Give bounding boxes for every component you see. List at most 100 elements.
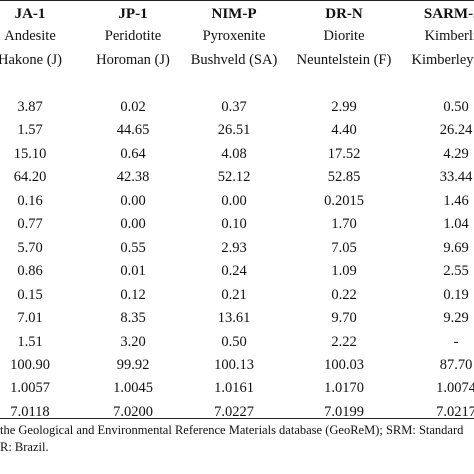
- rock-type-cell: Andesite: [4, 28, 56, 44]
- table-cell: 100.90: [10, 357, 50, 373]
- table-cell: 0.86: [17, 263, 43, 279]
- origin-cell: Horoman (J): [96, 52, 170, 68]
- footnote-line-1: the Geological and Environmental Referen…: [0, 423, 464, 437]
- table-cell: 3.20: [120, 334, 146, 350]
- table-cell: 4.08: [221, 146, 247, 162]
- header-row: JA-1 JP-1 NIM-P DR-N SARM-39: [0, 4, 474, 24]
- table-cell: 9.69: [443, 240, 469, 256]
- rock-type-row: Andesite Peridotite Pyroxenite Diorite K…: [0, 26, 474, 46]
- footnote-line-2: R: Brazil.: [0, 440, 49, 454]
- table-cell: 8.35: [120, 310, 146, 326]
- table-cell: 2.99: [331, 99, 357, 115]
- table-cell: 0.15: [17, 287, 43, 303]
- table-cell: 0.01: [120, 263, 146, 279]
- table-cell: 0.16: [17, 193, 43, 209]
- table-row: 0.15 0.12 0.21 0.22 0.19: [0, 285, 474, 305]
- table-cell: 44.65: [116, 122, 150, 138]
- table-row: 0.77 0.00 0.10 1.70 1.04: [0, 214, 474, 234]
- table-row: 100.90 99.92 100.13 100.03 87.70: [0, 355, 474, 375]
- table-cell: 4.29: [443, 146, 469, 162]
- table-cell: 7.01: [17, 310, 43, 326]
- table-cell: 1.51: [17, 334, 43, 350]
- origin-cell: Neuntelstein (F): [296, 52, 392, 68]
- header-jp-1: JP-1: [118, 6, 148, 22]
- table-cell: 0.02: [120, 99, 146, 115]
- table-cell: 52.12: [217, 169, 251, 185]
- table-cell: 0.00: [120, 216, 146, 232]
- table-cell: 0.21: [221, 287, 247, 303]
- table-cell: 0.24: [221, 263, 247, 279]
- table-cell: 1.04: [443, 216, 469, 232]
- table-cell: 0.55: [120, 240, 146, 256]
- table-cell: 5.70: [17, 240, 43, 256]
- table-cell: 3.87: [17, 99, 43, 115]
- table-cell: 87.70: [439, 357, 473, 373]
- header-ja-1: JA-1: [14, 6, 46, 22]
- table-row: 15.10 0.64 4.08 17.52 4.29: [0, 144, 474, 164]
- table-cell: 100.13: [214, 357, 254, 373]
- table-cell: 17.52: [327, 146, 361, 162]
- table-bottom-rule: [0, 418, 474, 419]
- table-row: 0.86 0.01 0.24 1.09 2.55: [0, 261, 474, 281]
- table-cell: 2.93: [221, 240, 247, 256]
- origin-cell: Bushveld (SA): [190, 52, 278, 68]
- rock-type-cell: Diorite: [323, 28, 365, 44]
- table-cell: 0.50: [443, 99, 469, 115]
- table-cell: 1.0045: [113, 380, 153, 396]
- table-cell: 0.64: [120, 146, 146, 162]
- table-row: 3.87 0.02 0.37 2.99 0.50: [0, 97, 474, 117]
- table-cell: 9.70: [331, 310, 357, 326]
- origin-cell: Kimberley (SA: [411, 52, 474, 68]
- table-cell: -: [453, 334, 459, 350]
- table-top-rule: [0, 0, 474, 1]
- table-cell: 0.2015: [324, 193, 364, 209]
- table-cell: 64.20: [13, 169, 47, 185]
- origin-cell: Hakone (J): [0, 52, 63, 68]
- table-cell: 1.09: [331, 263, 357, 279]
- rock-type-cell: Pyroxenite: [202, 28, 266, 44]
- table-row: 1.51 3.20 0.50 2.22 -: [0, 332, 474, 352]
- table-cell: 33.44: [439, 169, 473, 185]
- table-row: 7.0118 7.0200 7.0227 7.0199 7.0217: [0, 402, 474, 422]
- table-row: 5.70 0.55 2.93 7.05 9.69: [0, 238, 474, 258]
- table-row: 0.16 0.00 0.00 0.2015 1.46: [0, 191, 474, 211]
- table-cell: 26.51: [217, 122, 251, 138]
- table-cell: 0.77: [17, 216, 43, 232]
- table-row: 1.0057 1.0045 1.0161 1.0170 1.0074: [0, 378, 474, 398]
- table-cell: 0.10: [221, 216, 247, 232]
- table-cell: 1.0161: [214, 380, 254, 396]
- table-cell: 1.0074: [436, 380, 474, 396]
- header-nim-p: NIM-P: [211, 6, 257, 22]
- table-cell: 42.38: [116, 169, 150, 185]
- table-cell: 1.0170: [324, 380, 364, 396]
- table-cell: 0.12: [120, 287, 146, 303]
- table-cell: 7.0217: [436, 404, 474, 420]
- table-cell: 1.0057: [10, 380, 50, 396]
- table-cell: 2.22: [331, 334, 357, 350]
- table-cell: 100.03: [324, 357, 364, 373]
- header-sarm-39: SARM-39: [423, 6, 474, 22]
- table-row: 64.20 42.38 52.12 52.85 33.44: [0, 167, 474, 187]
- table-cell: 7.0227: [214, 404, 254, 420]
- table-row: 1.57 44.65 26.51 4.40 26.24: [0, 120, 474, 140]
- table-row: 7.01 8.35 13.61 9.70 9.29: [0, 308, 474, 328]
- table-cell: 1.57: [17, 122, 43, 138]
- table-cell: 52.85: [327, 169, 361, 185]
- table-cell: 4.40: [331, 122, 357, 138]
- table-cell: 7.05: [331, 240, 357, 256]
- table-cell: 13.61: [217, 310, 251, 326]
- table-cell: 7.0118: [10, 404, 50, 420]
- table-cell: 2.55: [443, 263, 469, 279]
- rock-type-cell: Peridotite: [104, 28, 162, 44]
- table-cell: 15.10: [13, 146, 47, 162]
- table-cell: 0.37: [221, 99, 247, 115]
- table-cell: 7.0200: [113, 404, 153, 420]
- table-cell: 0.00: [120, 193, 146, 209]
- table-cell: 0.00: [221, 193, 247, 209]
- table-cell: 9.29: [443, 310, 469, 326]
- table-cell: 7.0199: [324, 404, 364, 420]
- table-cell: 26.24: [439, 122, 473, 138]
- table-cell: 0.50: [221, 334, 247, 350]
- table-cell: 1.70: [331, 216, 357, 232]
